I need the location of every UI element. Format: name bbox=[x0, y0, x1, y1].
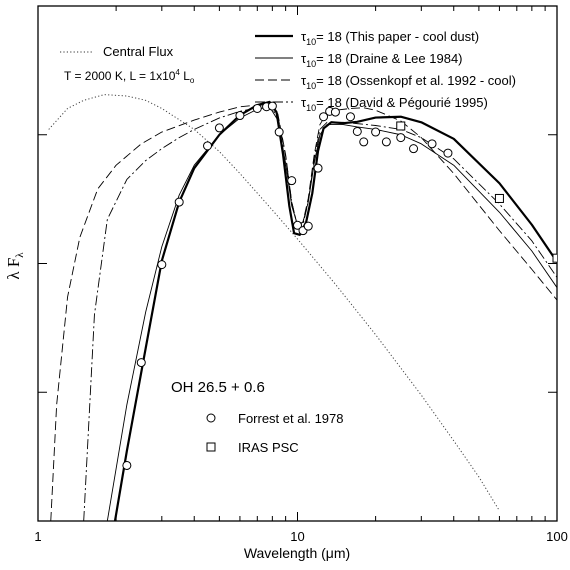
y-axis-label: λ Fλ bbox=[4, 252, 26, 280]
legend-tau-sub: 10 bbox=[306, 59, 316, 69]
x-tick-label: 100 bbox=[546, 529, 568, 544]
data-point-forrest bbox=[303, 221, 313, 231]
data-point-forrest bbox=[214, 123, 224, 133]
data-point-forrest bbox=[319, 112, 329, 122]
legend-tau-sub: 10 bbox=[306, 81, 316, 91]
series-line-dotted bbox=[48, 94, 500, 512]
params-exponent: 4 bbox=[175, 68, 180, 77]
central-flux-label: Central Flux bbox=[103, 44, 174, 59]
marker-legend-iras: IRAS PSC bbox=[238, 440, 299, 455]
marker-layer bbox=[122, 101, 557, 470]
data-point-forrest bbox=[293, 220, 302, 230]
data-point-forrest bbox=[203, 141, 213, 151]
legend-label: = 18 (Draine & Lee 1984) bbox=[316, 51, 462, 66]
marker-legend-circle-icon bbox=[206, 413, 216, 423]
data-point-forrest bbox=[235, 111, 245, 121]
data-point-forrest bbox=[252, 103, 262, 113]
legend-tau: τ bbox=[301, 29, 307, 44]
svg-text:λ Fλ: λ Fλ bbox=[4, 252, 26, 280]
svg-text:τ10= 18 (Ossenkopf et al. 1992: τ10= 18 (Ossenkopf et al. 1992 - cool) bbox=[301, 73, 516, 91]
data-point-forrest bbox=[371, 127, 381, 137]
data-point-iras bbox=[494, 193, 504, 203]
data-point-forrest bbox=[287, 176, 297, 186]
legend-label: = 18 (This paper - cool dust) bbox=[316, 29, 479, 44]
legend-tau: τ bbox=[301, 95, 307, 110]
legend-entry: τ10= 18 (This paper - cool dust) bbox=[255, 29, 479, 47]
x-tick-label: 10 bbox=[290, 529, 304, 544]
data-point-forrest bbox=[136, 358, 146, 368]
data-point-forrest bbox=[352, 126, 362, 136]
x-axis-label: Wavelength (μm) bbox=[244, 545, 350, 561]
data-point-forrest bbox=[409, 144, 419, 154]
legend-entry: τ10= 18 (Ossenkopf et al. 1992 - cool) bbox=[255, 73, 516, 91]
series-layer bbox=[48, 94, 557, 521]
legend-entry: τ10= 18 (Draine & Lee 1984) bbox=[255, 51, 463, 69]
legend-tau-sub: 10 bbox=[306, 103, 316, 113]
data-point-forrest bbox=[174, 197, 184, 207]
x-tick-label: 1 bbox=[34, 529, 41, 544]
legend-tau-sub: 10 bbox=[306, 37, 316, 47]
object-name: OH 26.5 + 0.6 bbox=[171, 379, 265, 396]
x-tick-labels: 1 10 100 bbox=[34, 529, 567, 544]
params-sub: o bbox=[190, 76, 195, 85]
series-line-dashed bbox=[50, 104, 557, 521]
data-point-forrest bbox=[330, 107, 340, 117]
legend: τ10= 18 (This paper - cool dust) τ10= 18… bbox=[255, 29, 516, 113]
legend-tau: τ bbox=[301, 51, 307, 66]
data-point-forrest bbox=[122, 460, 132, 470]
data-point-forrest bbox=[427, 139, 437, 149]
data-point-forrest bbox=[396, 133, 406, 143]
y-axis-label-sub: λ bbox=[14, 252, 26, 258]
svg-text:τ10= 18 (David & Pégourié 1995: τ10= 18 (David & Pégourié 1995) bbox=[301, 95, 488, 113]
series-line-thick-solid bbox=[113, 100, 557, 521]
axis-ticks bbox=[37, 5, 557, 522]
params-tail: L bbox=[180, 69, 190, 83]
data-point-forrest bbox=[267, 101, 277, 111]
data-point-forrest bbox=[157, 260, 167, 270]
legend-label: = 18 (David & Pégourié 1995) bbox=[316, 95, 488, 110]
data-point-iras bbox=[396, 121, 406, 131]
data-point-forrest bbox=[359, 137, 369, 147]
data-point-forrest bbox=[274, 127, 284, 137]
data-point-forrest bbox=[443, 148, 453, 158]
y-axis-label-main: λ F bbox=[4, 258, 23, 280]
legend-entry: τ10= 18 (David & Pégourié 1995) bbox=[255, 95, 488, 113]
central-flux-params: T = 2000 K, L = 1x104 Lo bbox=[64, 68, 195, 85]
data-point-forrest bbox=[381, 137, 391, 147]
legend-tau: τ bbox=[301, 73, 307, 88]
params-text: T = 2000 K, L = 1x10 bbox=[64, 69, 176, 83]
svg-text:τ10= 18 (This paper - cool dus: τ10= 18 (This paper - cool dust) bbox=[301, 29, 479, 47]
data-point-iras bbox=[552, 253, 557, 263]
svg-text:τ10= 18 (Draine & Lee 1984): τ10= 18 (Draine & Lee 1984) bbox=[301, 51, 463, 69]
marker-legend-forrest: Forrest et al. 1978 bbox=[238, 411, 344, 426]
series-line-thin-solid bbox=[106, 106, 557, 521]
legend-label: = 18 (Ossenkopf et al. 1992 - cool) bbox=[316, 73, 516, 88]
data-point-forrest bbox=[345, 112, 355, 122]
data-point-forrest bbox=[313, 163, 323, 173]
marker-legend-square-icon bbox=[206, 442, 216, 452]
